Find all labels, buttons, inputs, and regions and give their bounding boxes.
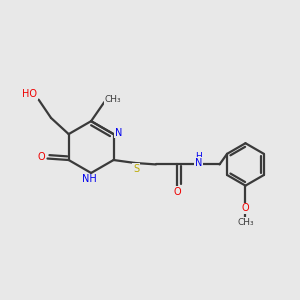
Text: O: O	[37, 152, 45, 162]
Text: N: N	[115, 128, 122, 138]
Text: N: N	[195, 158, 203, 168]
Text: HO: HO	[22, 89, 37, 99]
Text: CH₃: CH₃	[237, 218, 254, 227]
Text: NH: NH	[82, 174, 97, 184]
Text: O: O	[242, 203, 249, 213]
Text: S: S	[133, 164, 139, 174]
Text: CH₃: CH₃	[104, 95, 121, 104]
Text: H: H	[196, 152, 202, 161]
Text: O: O	[173, 187, 181, 197]
